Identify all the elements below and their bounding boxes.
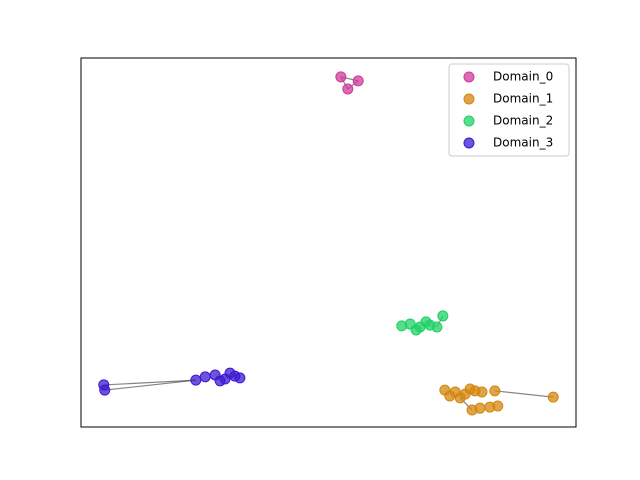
point (444, 390, 456, 402)
legend-box (448, 63, 570, 157)
point (224, 367, 236, 379)
edge (104, 379, 196, 391)
point (214, 375, 226, 387)
legend-label: Domain_1 (493, 92, 553, 106)
point (437, 310, 449, 322)
point (420, 316, 432, 328)
point-layer (98, 71, 559, 416)
point (335, 71, 347, 83)
legend-label: Domain_2 (493, 114, 553, 128)
legend-marker (463, 71, 475, 83)
point (342, 83, 354, 95)
point (454, 392, 466, 404)
point (234, 372, 246, 384)
legend-label: Domain_0 (493, 70, 553, 84)
legend-label: Domain_3 (493, 136, 553, 150)
legend-marker (463, 93, 475, 105)
plot-frame (80, 57, 577, 428)
point (431, 321, 443, 333)
point (547, 391, 559, 403)
point (474, 402, 486, 414)
point (199, 371, 211, 383)
point (464, 383, 476, 395)
point (492, 400, 504, 412)
legend: Domain_0 Domain_1 Domain_2 Domain_3 (448, 63, 570, 157)
edge (494, 390, 554, 398)
point (99, 384, 111, 396)
point (489, 385, 501, 397)
legend-marker (463, 137, 475, 149)
point (352, 75, 364, 87)
point (476, 386, 488, 398)
point (410, 324, 422, 336)
edge (103, 379, 196, 386)
point (190, 374, 202, 386)
legend-marker (463, 115, 475, 127)
